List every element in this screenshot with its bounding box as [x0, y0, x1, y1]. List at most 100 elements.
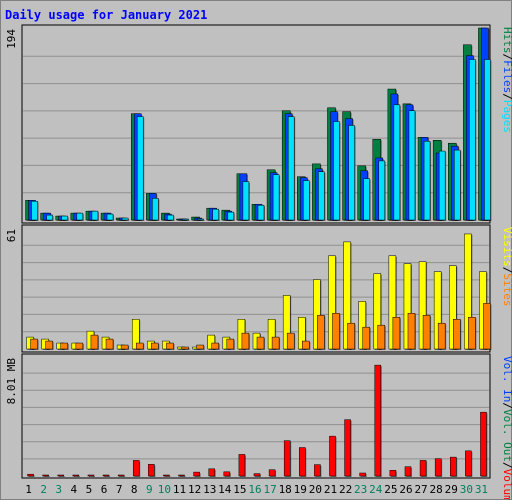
- bar-visits-day-28: [433, 271, 442, 350]
- bar-pages-day-25: [393, 104, 401, 221]
- bar-volume-day-18: [283, 440, 291, 477]
- bar-pages-day-13: [212, 208, 219, 221]
- day-label-25: 25: [384, 483, 397, 496]
- bar-pages-day-30: [469, 59, 476, 221]
- bar-volume-day-27: [419, 460, 427, 477]
- day-label-10: 10: [158, 483, 171, 496]
- bar-sites-day-21: [332, 313, 340, 350]
- bar-sites-day-16: [256, 336, 265, 350]
- bar-sites-day-1: [30, 338, 38, 350]
- day-label-4: 4: [71, 483, 78, 496]
- legend-entry: Vol. Out: [501, 409, 512, 462]
- bar-volume-day-8: [132, 460, 140, 477]
- bar-pages-day-22: [348, 125, 355, 221]
- bar-sites-day-24: [377, 324, 386, 350]
- legend-visits-sites: Visits/Sites: [501, 227, 512, 307]
- bar-volume-day-26: [404, 466, 412, 477]
- day-label-14: 14: [218, 483, 232, 496]
- max-label-visits-sites: 61: [5, 229, 18, 242]
- day-label-30: 30: [460, 483, 473, 496]
- bar-pages-day-27: [423, 140, 431, 221]
- day-label-13: 13: [203, 483, 216, 496]
- chart-title: Daily usage for January 2021: [5, 8, 208, 22]
- bar-sites-day-12: [196, 344, 204, 350]
- bar-pages-day-21: [333, 121, 340, 221]
- bar-volume-day-21: [329, 435, 336, 477]
- bar-pages-day-23: [363, 178, 370, 221]
- bar-sites-day-4: [75, 342, 84, 350]
- day-label-21: 21: [324, 483, 337, 496]
- bar-shadow: [58, 476, 65, 477]
- bar-pages-day-28: [438, 150, 446, 221]
- day-label-18: 18: [279, 483, 292, 496]
- legend-entry: /: [501, 93, 512, 100]
- bar-sites-day-23: [362, 326, 370, 350]
- bar-pages-day-20: [318, 171, 325, 221]
- legend-entry: Visits: [501, 227, 512, 267]
- bar-sites-day-14: [226, 338, 235, 350]
- bar-sites-day-11: [181, 346, 189, 350]
- legend-entry: Volume: [501, 469, 512, 500]
- legend-entry: /: [501, 54, 512, 61]
- bar-pages-day-24: [378, 160, 386, 221]
- legend-entry: /: [501, 267, 512, 274]
- bar-visits-day-17: [267, 318, 276, 350]
- bar-volume-day-30: [465, 450, 472, 477]
- bar-volume-day-17: [268, 469, 276, 477]
- day-label-19: 19: [294, 483, 307, 496]
- bar-visits-day-25: [388, 255, 397, 350]
- bar-sites-day-5: [90, 334, 99, 350]
- bar-pages-day-29: [454, 149, 461, 221]
- bar-sites-day-30: [468, 317, 476, 350]
- bar-sites-day-27: [422, 315, 431, 350]
- bar-sites-day-8: [135, 342, 144, 350]
- legend-entry: Pages: [501, 100, 512, 133]
- day-label-31: 31: [475, 483, 488, 496]
- bar-sites-day-2: [45, 340, 53, 350]
- day-label-29: 29: [445, 483, 458, 496]
- bar-pages-day-4: [76, 212, 84, 221]
- bar-volume-day-1: [27, 473, 34, 477]
- legend-entry: /: [501, 402, 512, 409]
- max-label-volume: 8.01 MB: [5, 358, 18, 405]
- bar-volume-day-28: [434, 458, 442, 477]
- bar-pages-day-14: [227, 211, 235, 221]
- bar-pages-day-31: [484, 59, 491, 221]
- bar-pages-day-3: [61, 215, 68, 221]
- bar-volume-day-31: [480, 411, 487, 477]
- legend-volume: Vol. In/Vol. Out/Volume: [501, 356, 512, 500]
- bar-sites-day-17: [271, 336, 280, 350]
- bar-shadow: [177, 220, 186, 221]
- day-label-16: 16: [248, 483, 261, 496]
- bar-shadow: [183, 220, 190, 221]
- bar-shadow: [73, 476, 80, 477]
- day-label-27: 27: [414, 483, 427, 496]
- bar-volume-day-20: [314, 464, 321, 477]
- bar-shadow: [119, 476, 126, 477]
- bar-volume-day-13: [208, 468, 215, 477]
- day-label-5: 5: [86, 483, 93, 496]
- bar-pages-day-6: [106, 213, 114, 221]
- bar-pages-day-11: [182, 218, 189, 221]
- bar-shadow: [43, 476, 50, 477]
- bar-volume-day-24: [374, 364, 382, 477]
- day-label-6: 6: [101, 483, 108, 496]
- bar-sites-day-10: [166, 342, 174, 350]
- bar-pages-day-1: [31, 201, 38, 221]
- bar-shadow: [104, 476, 111, 477]
- bar-pages-day-8: [136, 116, 144, 221]
- day-label-24: 24: [369, 483, 383, 496]
- bar-pages-day-26: [408, 110, 416, 221]
- bar-sites-day-7: [120, 344, 129, 350]
- bar-pages-day-16: [257, 204, 265, 221]
- bar-volume-day-15: [238, 454, 246, 477]
- legend-entry: Files: [501, 60, 512, 93]
- day-label-2: 2: [40, 483, 47, 496]
- bar-visits-day-22: [343, 241, 351, 350]
- bar-volume-day-14: [223, 471, 231, 477]
- bar-sites-day-28: [437, 322, 446, 350]
- day-label-22: 22: [339, 483, 352, 496]
- bar-pages-day-7: [121, 217, 129, 221]
- day-label-12: 12: [188, 483, 201, 496]
